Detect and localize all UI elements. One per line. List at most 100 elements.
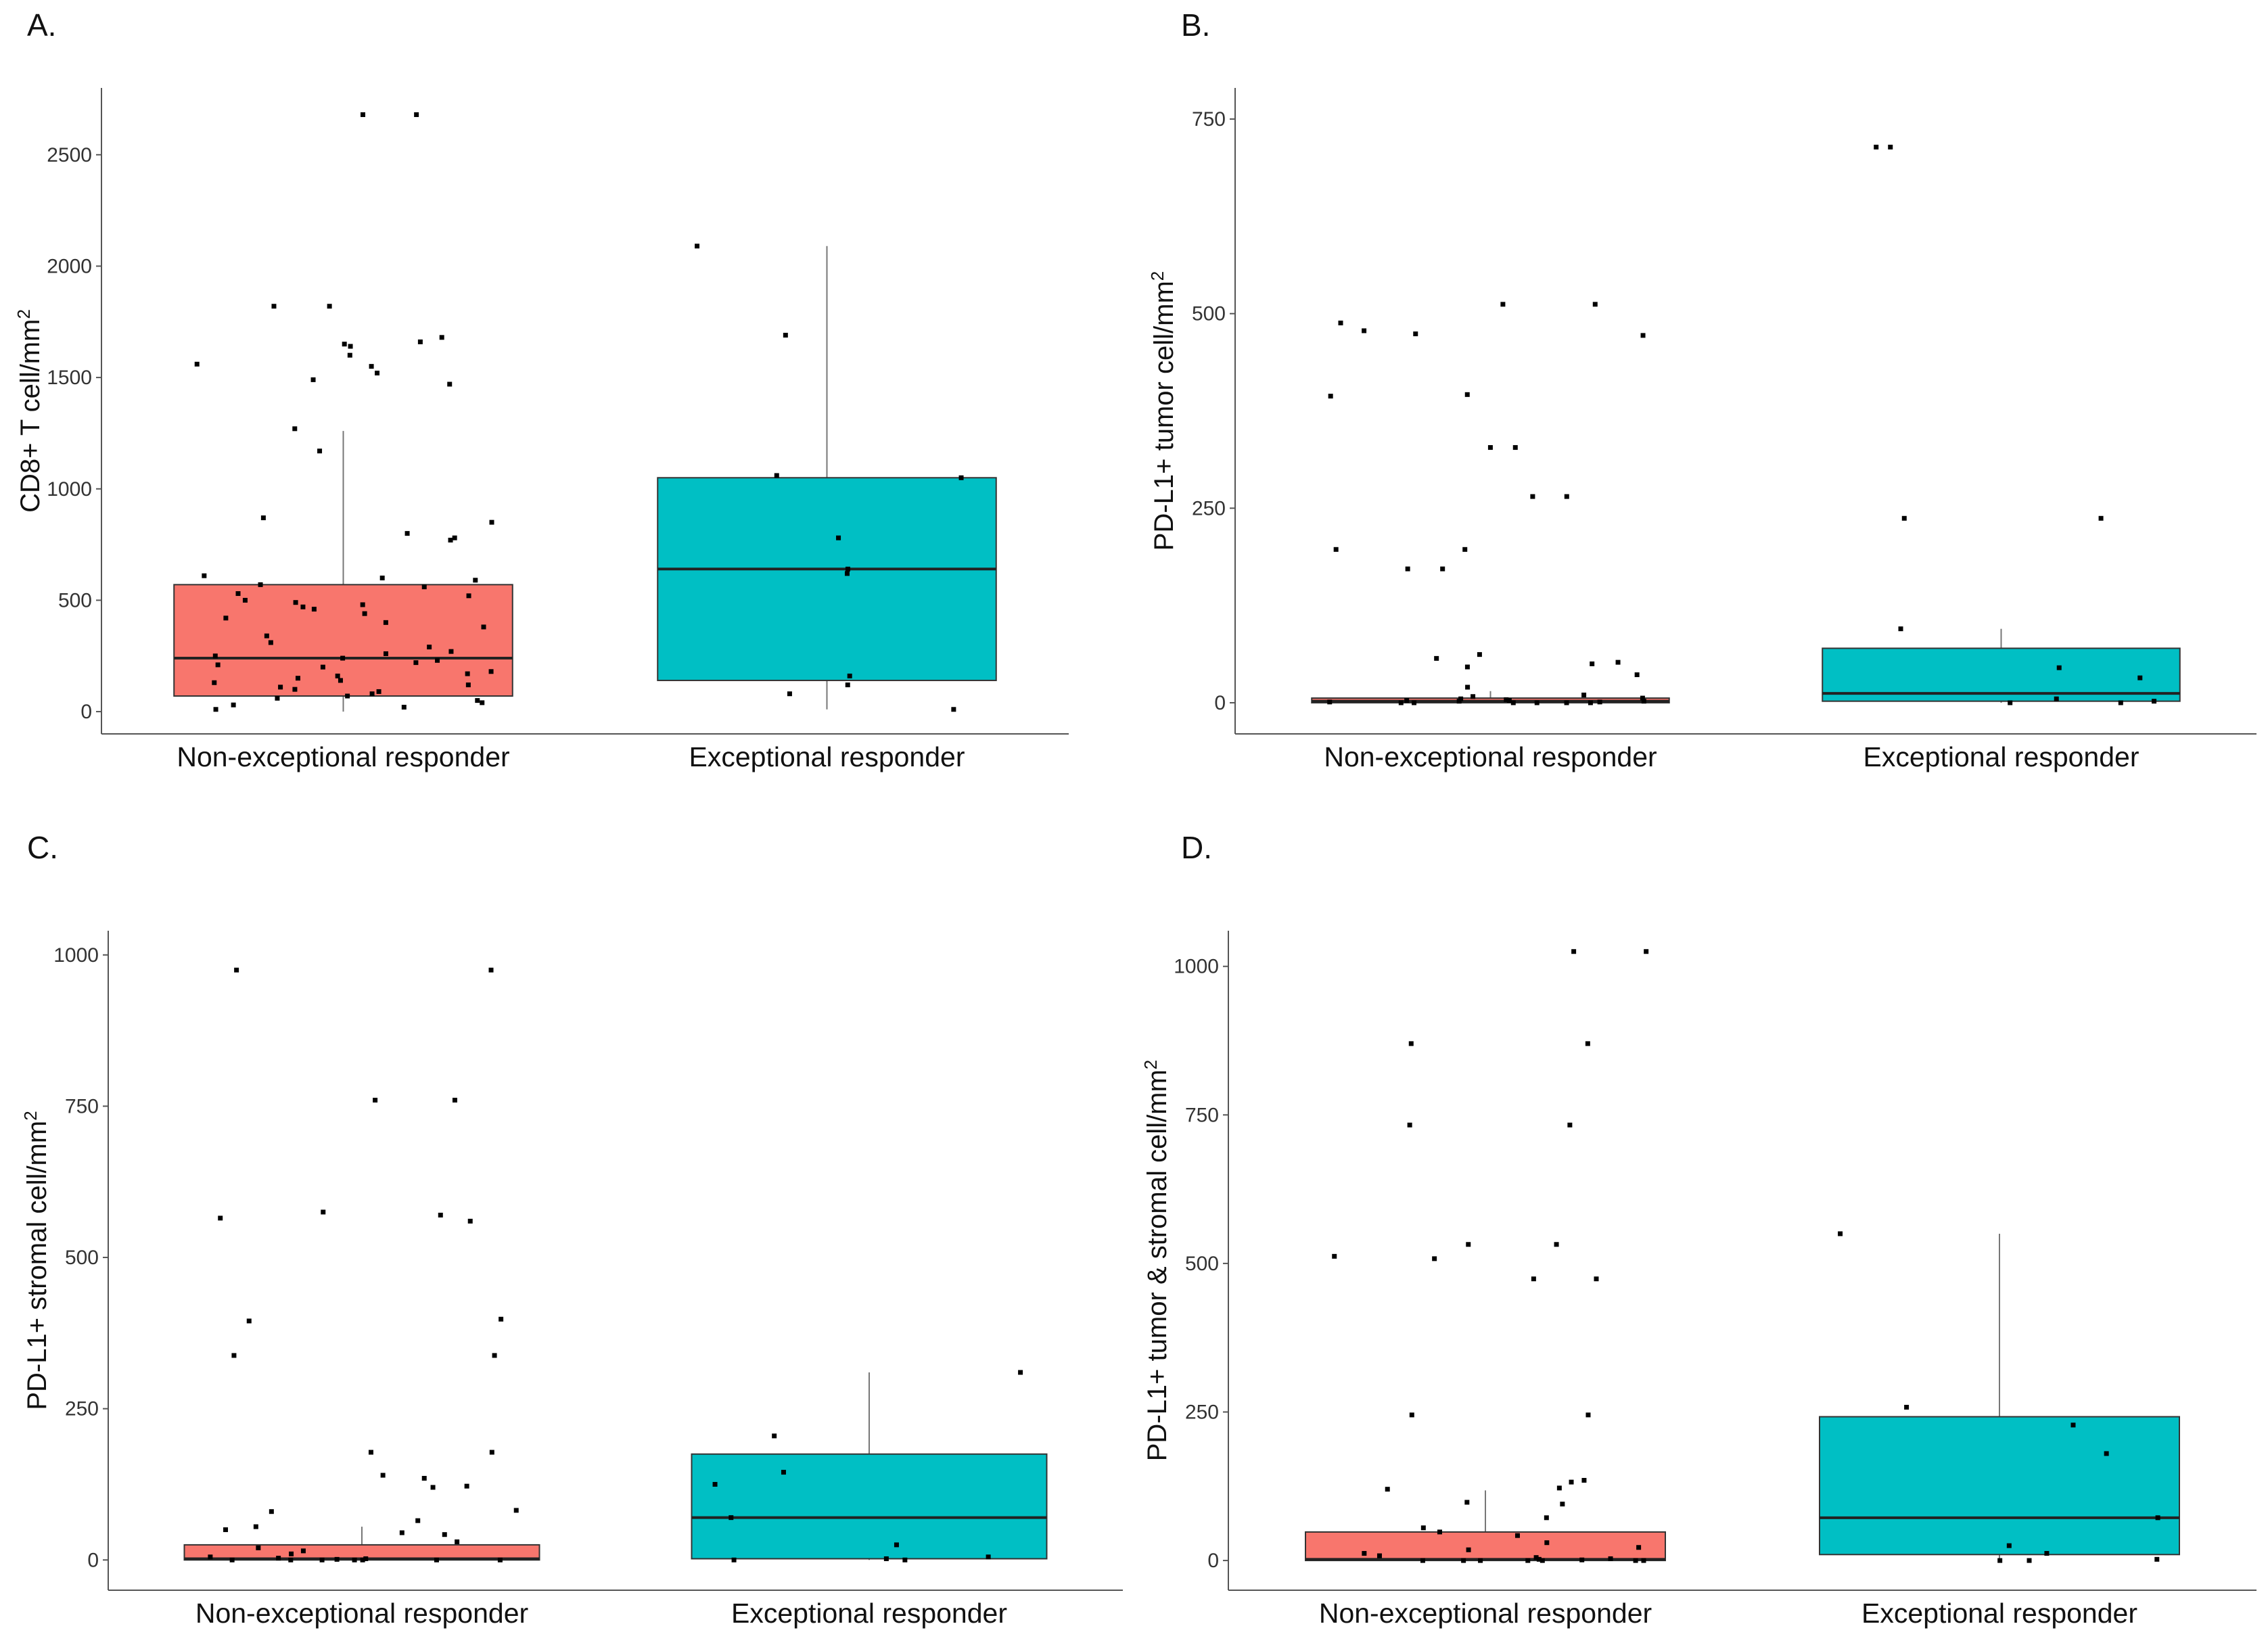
data-point — [489, 1450, 494, 1455]
data-point — [1409, 1412, 1414, 1418]
data-point — [375, 371, 380, 376]
data-point — [1531, 1276, 1536, 1282]
y-axis-title-superscript: 2 — [1147, 271, 1167, 281]
data-point — [1633, 1558, 1638, 1563]
data-point — [488, 967, 494, 973]
data-point — [427, 645, 432, 650]
y-axis-title: CD8+ T cell/mm2 — [14, 309, 45, 513]
data-point — [1462, 547, 1468, 552]
panel-a: A. 0 500 1000 1500 2000 2500 CD8+ T cell/mm2 No… — [0, 0, 1134, 822]
data-point — [1471, 694, 1476, 699]
data-point — [1590, 661, 1595, 666]
y-tick-label: 0 — [80, 701, 92, 723]
data-point — [2137, 675, 2143, 680]
y-tick-label: 2000 — [47, 255, 92, 277]
data-point — [951, 707, 956, 712]
x-category-label: Non-exceptional responder — [1319, 1598, 1652, 1629]
data-point — [401, 704, 407, 710]
data-point — [1510, 700, 1516, 705]
data-point — [1487, 445, 1493, 450]
data-point — [2027, 1558, 2032, 1563]
data-point — [253, 1524, 258, 1529]
data-point — [439, 335, 444, 340]
data-point — [1585, 1041, 1590, 1046]
data-point — [1506, 698, 1512, 703]
data-point — [1018, 1370, 1023, 1375]
data-point — [1564, 700, 1569, 705]
x-category-label: Exceptional responder — [1861, 1598, 2137, 1629]
data-point — [338, 678, 343, 683]
data-point — [447, 381, 453, 387]
data-point — [340, 655, 346, 661]
data-point — [1466, 1547, 1471, 1552]
data-point — [1328, 394, 1333, 399]
data-point — [288, 1557, 294, 1562]
data-point — [1333, 547, 1339, 552]
data-point — [452, 1097, 457, 1103]
data-point — [300, 604, 306, 609]
data-point — [986, 1554, 991, 1560]
data-point — [1478, 1558, 1483, 1563]
data-point — [438, 1212, 443, 1218]
data-point — [1362, 328, 1367, 333]
data-point — [1362, 1551, 1367, 1556]
data-point — [368, 1450, 373, 1455]
data-point — [260, 515, 266, 521]
data-point — [380, 1473, 386, 1478]
data-point — [1874, 144, 1879, 149]
data-point — [836, 535, 841, 540]
data-point — [1608, 1556, 1613, 1561]
data-point — [421, 1476, 427, 1481]
data-point — [1332, 1253, 1337, 1259]
y-axis-title: PD-L1+ stromal cell/mm2 — [20, 1111, 52, 1410]
data-point — [223, 616, 229, 621]
y-axis-title-text: PD-L1+ stromal cell/mm — [22, 1121, 52, 1410]
y-tick-label: 1000 — [53, 944, 99, 967]
data-point — [1477, 652, 1482, 657]
data-point — [213, 707, 218, 712]
data-point — [1567, 1122, 1573, 1128]
data-point — [1398, 700, 1404, 705]
y-axis-title-superscript: 2 — [20, 1111, 41, 1120]
y-tick-label: 750 — [65, 1095, 99, 1117]
data-point — [465, 671, 470, 676]
data-point — [1641, 699, 1646, 704]
data-point — [1569, 1479, 1574, 1485]
data-point — [231, 702, 236, 708]
data-point — [1514, 1533, 1520, 1538]
data-point — [1461, 1558, 1466, 1563]
panel-label: C. — [27, 830, 58, 865]
panel-c: C. 0 250 500 750 1000 PD-L1+ stromal cell/mm2… — [0, 822, 1134, 1645]
data-point — [781, 1470, 786, 1475]
data-point — [958, 475, 964, 480]
data-point — [1560, 1502, 1565, 1507]
boxplot-chart: 0 250 500 750 1000 PD-L1+ stromal cell/mm2 Non… — [20, 931, 1123, 1629]
data-point — [1536, 1556, 1542, 1562]
data-point — [1412, 700, 1417, 705]
data-point — [1641, 1558, 1646, 1563]
data-point — [361, 112, 366, 118]
data-point — [268, 640, 273, 645]
data-point — [362, 611, 367, 616]
y-tick-label: 750 — [1185, 1104, 1219, 1126]
y-axis-title-superscript: 2 — [1140, 1060, 1161, 1069]
data-point — [1888, 144, 1893, 149]
x-category-label: Non-exceptional responder — [1324, 741, 1657, 772]
y-axis-title: PD-L1+ tumor & stromal cell/mm2 — [1140, 1060, 1172, 1462]
data-point — [256, 1545, 261, 1550]
y-axis-title-text: PD-L1+ tumor & stromal cell/mm — [1142, 1069, 1172, 1461]
data-point — [342, 342, 347, 347]
data-point — [844, 571, 850, 576]
data-point — [1504, 697, 1509, 702]
data-point — [311, 607, 317, 612]
data-point — [448, 538, 453, 542]
panel-label: A. — [27, 7, 57, 43]
data-point — [488, 669, 494, 674]
data-point — [379, 575, 385, 580]
data-point — [1579, 1557, 1585, 1562]
data-point — [276, 1556, 281, 1561]
y-tick-label: 500 — [1192, 303, 1226, 325]
boxplot-chart: 0 250 500 750 1000 PD-L1+ tumor & stromal cel… — [1140, 931, 2257, 1629]
data-point — [1588, 700, 1593, 705]
data-point — [2054, 696, 2059, 701]
